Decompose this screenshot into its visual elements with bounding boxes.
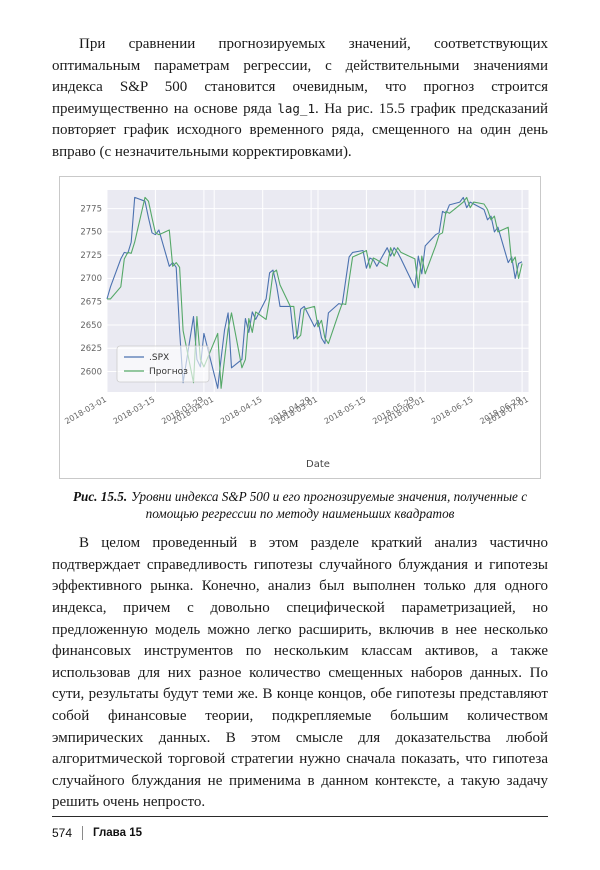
chart-legend: .SPX Прогноз [116,345,210,382]
chart-frame: 2600 2625 2650 2675 2700 2725 2750 2775 2018-03-… [59,175,541,479]
svg-text:2018-05-15: 2018-05-15 [323,395,368,426]
svg-text:2018-03-15: 2018-03-15 [112,395,157,426]
svg-text:2018-06-15: 2018-06-15 [430,395,475,426]
x-axis-label: Date [306,459,330,470]
svg-text:2750: 2750 [80,227,102,237]
paragraph-intro-text-b: . На рис. 15.5 график предсказаний повто… [52,100,548,160]
paragraph-conclusion: В целом проведенный в этом разделе кратк… [52,535,548,811]
chapter-label: Глава 15 [93,827,142,839]
figure-caption-label: Рис. 15.5. [72,488,128,504]
sp500-forecast-chart: 2600 2625 2650 2675 2700 2725 2750 2775 2018-03-… [63,189,530,470]
svg-text:2600: 2600 [80,367,102,377]
svg-text:2775: 2775 [80,204,102,214]
svg-text:2725: 2725 [80,251,102,261]
svg-text:2018-04-15: 2018-04-15 [219,395,264,426]
svg-text:2700: 2700 [80,274,102,284]
paragraph-intro: При сравнении прогнозируемых значений, с… [52,34,548,164]
series-line-Прогноз [107,196,523,389]
footer-divider-line [82,826,84,840]
series-line-.SPX [106,196,523,389]
page-number: 574 [52,826,73,840]
legend-label: Прогноз [149,367,188,377]
figure-caption: Рис. 15.5. Уровни индекса S&P 500 и его п… [63,488,537,524]
svg-text:2625: 2625 [80,344,102,354]
legend-label: .SPX [149,353,169,363]
svg-text:2675: 2675 [80,297,102,307]
figure-caption-text: Уровни индекса S&P 500 и его прогнозируе… [131,488,528,522]
svg-text:2018-03-01: 2018-03-01 [63,395,108,426]
page-footer: 574 Глава 15 [52,816,548,840]
book-page: При сравнении прогнозируемых значений, с… [52,34,548,811]
svg-text:2650: 2650 [80,320,102,330]
inline-code-lag1: lag_1 [277,100,315,116]
paragraph-intro-text-a: При сравнении прогнозируемых значений, с… [52,36,548,117]
figure-15-5: 2600 2625 2650 2675 2700 2725 2750 2775 2018-03-… [59,175,541,524]
